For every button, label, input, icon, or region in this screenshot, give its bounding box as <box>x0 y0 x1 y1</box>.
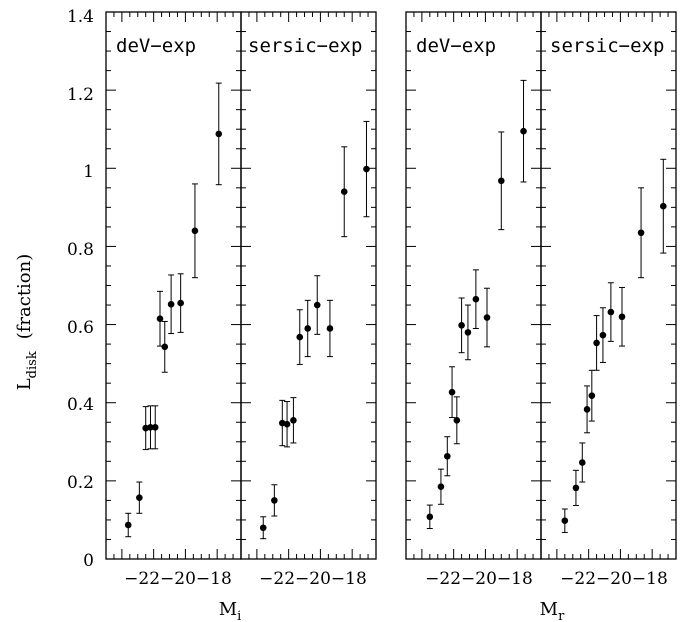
data-point <box>464 329 472 336</box>
x-ticks <box>248 12 377 559</box>
data-point <box>156 315 164 323</box>
panel-label: sersic−exp <box>248 35 362 57</box>
data-point <box>124 521 132 529</box>
panel-2: sersic−exp −22−20−18 <box>240 11 377 589</box>
x-tick-labels: −22−20−18 <box>259 569 367 589</box>
x-axis-title-sub: r <box>558 609 565 622</box>
y-tick-label: 1.2 <box>67 85 94 105</box>
data-point <box>659 202 667 210</box>
y-ticks-left <box>406 11 416 560</box>
data-point <box>271 497 278 504</box>
panel-frame <box>105 11 242 560</box>
data-points <box>124 82 223 538</box>
y-tick-label: 0.4 <box>67 395 94 415</box>
data-point <box>561 517 569 525</box>
y-tick-label: 0.6 <box>67 318 94 338</box>
data-point <box>453 416 461 424</box>
y-tick-label: 0.8 <box>67 240 94 260</box>
data-point <box>637 229 645 237</box>
y-ticks-right <box>231 11 241 560</box>
data-point <box>497 177 505 185</box>
y-tick-label: 0.2 <box>67 473 94 493</box>
x-axis-title-sub: i <box>237 609 241 622</box>
y-ticks-right <box>366 11 376 560</box>
panel-label: deV−exp <box>416 35 496 57</box>
x-axis-title-main: M <box>219 599 237 620</box>
x-ticks <box>548 12 677 559</box>
data-point <box>161 343 169 351</box>
y-ticks-left <box>106 11 116 560</box>
data-point <box>593 339 600 347</box>
data-points <box>561 158 667 533</box>
panel-frame <box>405 11 542 560</box>
x-ticks <box>413 12 542 559</box>
data-point <box>572 484 580 492</box>
panel-label: deV−exp <box>116 35 196 57</box>
data-point <box>259 524 267 532</box>
panel-4: sersic−exp −22−20−18 <box>540 11 677 589</box>
y-axis-title-main: L <box>14 378 35 390</box>
y-axis-title: Ldisk (fraction) <box>14 254 40 391</box>
data-point <box>583 406 591 413</box>
data-point <box>147 424 154 431</box>
y-tick-label: 1 <box>83 162 94 182</box>
y-ticks-right <box>666 11 676 560</box>
data-point <box>448 388 456 396</box>
data-point <box>458 322 465 329</box>
data-point <box>136 494 143 501</box>
y-ticks-right <box>531 11 541 560</box>
panel-1: deV−exp −22−20−18 <box>105 11 242 589</box>
data-point <box>426 513 434 521</box>
x-tick-labels: −22−20−18 <box>124 569 232 589</box>
data-point <box>607 308 615 316</box>
data-point <box>578 459 586 466</box>
data-point <box>167 300 175 308</box>
data-point <box>191 227 199 235</box>
y-axis-title-rest: (fraction) <box>14 254 35 340</box>
x-tick-labels: −22−20−18 <box>560 569 668 589</box>
x-axis-title-i: Mi <box>219 599 242 622</box>
x-axis-title-r: Mr <box>540 599 565 622</box>
data-points <box>259 120 370 540</box>
data-point <box>483 314 491 321</box>
panel-3: deV−exp −22−20−18 <box>405 11 542 589</box>
x-ticks <box>113 12 242 559</box>
data-point <box>283 420 291 428</box>
data-point <box>443 452 451 460</box>
y-ticks-left <box>241 11 251 560</box>
data-point <box>472 295 480 303</box>
x-tick-labels: −22−20−18 <box>425 569 533 589</box>
data-point <box>340 188 348 196</box>
data-point <box>304 325 312 332</box>
y-tick-label: 0 <box>83 551 94 571</box>
panel-label: sersic−exp <box>550 35 664 57</box>
data-point <box>313 301 321 309</box>
x-axis-title-main: M <box>540 599 558 620</box>
panel-frame <box>240 11 377 560</box>
y-tick-label: 1.4 <box>67 7 94 27</box>
data-point <box>215 130 223 138</box>
data-point <box>588 392 596 399</box>
y-axis-title-sub: disk <box>25 351 40 378</box>
data-point <box>290 416 297 424</box>
y-tick-labels: 0 0.2 0.4 0.6 0.8 1 1.2 1.4 <box>67 7 94 571</box>
data-point <box>296 333 304 341</box>
data-point <box>437 483 445 491</box>
data-point <box>151 424 159 431</box>
data-point <box>177 299 184 307</box>
data-point <box>363 165 370 173</box>
y-ticks-left <box>541 11 551 560</box>
data-point <box>618 313 626 321</box>
data-point <box>326 325 334 332</box>
panel-frame <box>540 11 677 560</box>
data-point <box>599 331 607 339</box>
data-point <box>520 127 527 135</box>
data-points <box>426 79 527 530</box>
